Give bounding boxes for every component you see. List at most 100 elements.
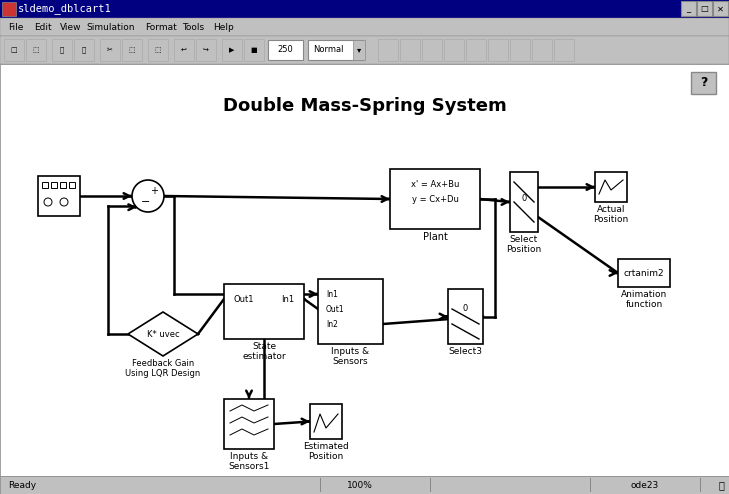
Bar xyxy=(0,476,729,494)
Text: Select3: Select3 xyxy=(448,347,483,356)
Bar xyxy=(320,478,321,492)
Bar xyxy=(60,182,66,188)
Polygon shape xyxy=(128,312,198,356)
Text: Tools: Tools xyxy=(182,23,204,32)
Text: ⬚: ⬚ xyxy=(155,47,161,53)
Text: View: View xyxy=(60,23,82,32)
Bar xyxy=(595,172,627,202)
Bar xyxy=(100,39,120,61)
Text: ⬚: ⬚ xyxy=(129,47,136,53)
Bar xyxy=(244,39,264,61)
Bar xyxy=(422,39,442,61)
Text: Plant: Plant xyxy=(423,232,448,242)
Text: Inputs &
Sensors1: Inputs & Sensors1 xyxy=(228,452,270,471)
Bar xyxy=(308,40,363,60)
Text: Actual
Position: Actual Position xyxy=(593,205,628,224)
Text: ⤢: ⤢ xyxy=(718,480,724,490)
Text: File: File xyxy=(8,23,23,32)
Text: Feedback Gain
Using LQR Design: Feedback Gain Using LQR Design xyxy=(125,359,200,378)
Bar xyxy=(353,40,365,60)
Bar xyxy=(148,39,168,61)
Text: Estimated
Position: Estimated Position xyxy=(303,442,349,461)
Bar xyxy=(532,39,552,61)
Bar xyxy=(618,259,670,287)
Text: 0: 0 xyxy=(463,304,468,313)
Text: Normal: Normal xyxy=(313,45,343,54)
Text: Out1: Out1 xyxy=(326,304,345,314)
Text: y = Cx+Du: y = Cx+Du xyxy=(412,195,459,204)
Bar xyxy=(697,1,712,16)
Text: In1: In1 xyxy=(281,294,294,303)
Bar xyxy=(0,36,729,64)
Text: +: + xyxy=(150,186,158,196)
Bar xyxy=(52,39,72,61)
Bar xyxy=(590,478,591,492)
Text: Edit: Edit xyxy=(34,23,52,32)
Text: ▶: ▶ xyxy=(230,47,235,53)
Bar xyxy=(318,279,383,344)
Bar xyxy=(390,169,480,229)
Text: ⬚: ⬚ xyxy=(33,47,39,53)
Text: Inputs &
Sensors: Inputs & Sensors xyxy=(332,347,370,367)
Text: ▾: ▾ xyxy=(357,45,361,54)
Text: ✕: ✕ xyxy=(717,4,724,13)
Bar xyxy=(681,1,696,16)
Bar xyxy=(510,172,538,232)
Bar xyxy=(222,39,242,61)
Text: In2: In2 xyxy=(326,320,338,329)
Bar xyxy=(122,39,142,61)
Text: ?: ? xyxy=(700,77,707,89)
Text: Help: Help xyxy=(214,23,234,32)
Bar xyxy=(466,39,486,61)
Bar xyxy=(310,404,342,439)
Text: 💾: 💾 xyxy=(60,47,64,53)
Text: _: _ xyxy=(687,4,690,13)
Bar xyxy=(2,2,16,16)
Text: □: □ xyxy=(11,47,17,53)
Bar xyxy=(378,39,398,61)
Bar xyxy=(510,39,530,61)
Bar xyxy=(42,182,48,188)
Bar xyxy=(196,39,216,61)
Text: State
estimator: State estimator xyxy=(242,342,286,362)
Bar xyxy=(0,64,729,476)
Bar xyxy=(4,39,24,61)
Text: ↩: ↩ xyxy=(181,47,187,53)
Bar xyxy=(51,182,57,188)
Bar xyxy=(488,39,508,61)
Bar xyxy=(713,1,728,16)
Circle shape xyxy=(132,180,164,212)
Bar xyxy=(700,478,701,492)
Bar xyxy=(69,182,75,188)
Text: Select
Position: Select Position xyxy=(507,235,542,254)
Text: In1: In1 xyxy=(326,289,338,298)
Text: ✂: ✂ xyxy=(107,47,113,53)
Circle shape xyxy=(44,198,52,206)
Text: Animation
function: Animation function xyxy=(621,290,667,309)
Text: Ready: Ready xyxy=(8,481,36,490)
Text: 100%: 100% xyxy=(347,481,373,490)
Bar xyxy=(448,289,483,344)
Bar xyxy=(224,399,274,449)
Text: Format: Format xyxy=(145,23,176,32)
Text: 250: 250 xyxy=(277,45,293,54)
Text: K* uvec: K* uvec xyxy=(147,329,179,338)
Bar xyxy=(224,284,304,339)
Text: Out1: Out1 xyxy=(234,294,254,303)
Text: Double Mass-Spring System: Double Mass-Spring System xyxy=(222,97,507,115)
Bar xyxy=(26,39,46,61)
Circle shape xyxy=(60,198,68,206)
Text: ↪: ↪ xyxy=(203,47,209,53)
Bar xyxy=(400,39,420,61)
Bar xyxy=(74,39,94,61)
Bar xyxy=(691,72,716,94)
Bar xyxy=(444,39,464,61)
Bar xyxy=(0,0,729,18)
Text: Simulation: Simulation xyxy=(86,23,134,32)
Bar xyxy=(268,40,303,60)
Text: ■: ■ xyxy=(251,47,257,53)
Text: ode23: ode23 xyxy=(631,481,659,490)
Text: ⎙: ⎙ xyxy=(82,47,86,53)
Text: −: − xyxy=(141,197,151,207)
Bar xyxy=(0,18,729,36)
